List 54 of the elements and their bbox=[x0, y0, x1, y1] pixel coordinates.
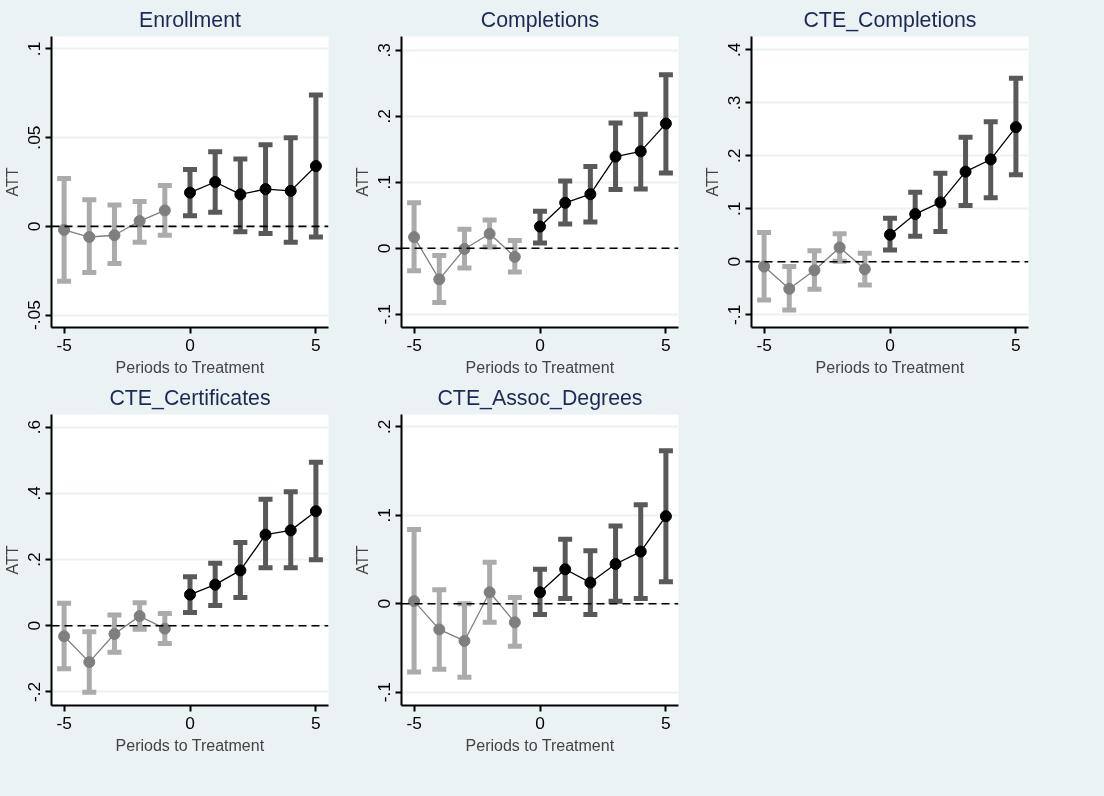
x-tick-label: -5 bbox=[756, 334, 772, 355]
y-tick-label: .2 bbox=[374, 109, 395, 124]
x-tick-label: -5 bbox=[56, 712, 72, 733]
y-axis-title: ATT bbox=[3, 545, 21, 575]
x-tick-label: 5 bbox=[661, 712, 671, 733]
y-tick-label: .1 bbox=[24, 41, 45, 57]
y-tick-label: .2 bbox=[24, 552, 45, 567]
y-tick-label: -.05 bbox=[24, 300, 45, 331]
x-tick-label: -5 bbox=[406, 334, 422, 355]
x-axis-title: Periods to Treatment bbox=[815, 358, 965, 376]
y-tick-label: -.1 bbox=[374, 304, 395, 325]
y-tick-label: .2 bbox=[724, 148, 745, 163]
x-tick-label: 0 bbox=[535, 334, 545, 355]
x-tick-label: -5 bbox=[56, 334, 72, 355]
chart-title: CTE_Assoc_Degrees bbox=[437, 385, 643, 410]
x-tick-label: 0 bbox=[185, 334, 195, 355]
y-tick-label: .3 bbox=[724, 95, 745, 110]
x-tick-label: 5 bbox=[311, 334, 321, 355]
x-tick-label: 5 bbox=[311, 712, 321, 733]
y-axis-title: ATT bbox=[703, 167, 721, 197]
y-tick-label: 0 bbox=[374, 598, 395, 609]
y-tick-label: .05 bbox=[24, 125, 45, 150]
y-axis-title: ATT bbox=[3, 167, 21, 197]
x-tick-label: 0 bbox=[535, 712, 545, 733]
y-tick-label: -.1 bbox=[374, 682, 395, 703]
chart-title: Completions bbox=[480, 7, 600, 32]
y-tick-label: 0 bbox=[24, 620, 45, 631]
x-tick-label: -5 bbox=[406, 712, 422, 733]
chart-title: Enrollment bbox=[139, 7, 242, 32]
x-axis-title: Periods to Treatment bbox=[115, 736, 265, 754]
y-tick-label: .6 bbox=[24, 419, 45, 435]
x-tick-label: 5 bbox=[1011, 334, 1021, 355]
y-tick-label: .1 bbox=[374, 508, 395, 523]
y-tick-label: .4 bbox=[24, 485, 45, 501]
y-tick-label: -.1 bbox=[724, 304, 745, 325]
x-tick-label: 0 bbox=[885, 334, 895, 355]
y-tick-label: -.2 bbox=[24, 681, 45, 703]
y-tick-label: 0 bbox=[724, 256, 745, 267]
x-axis-title: Periods to Treatment bbox=[115, 358, 265, 376]
x-tick-label: 0 bbox=[185, 712, 195, 733]
x-axis-title: Periods to Treatment bbox=[465, 358, 615, 376]
y-tick-label: .3 bbox=[374, 43, 395, 58]
y-axis-title: ATT bbox=[353, 545, 371, 575]
y-tick-label: 0 bbox=[24, 221, 45, 232]
y-tick-label: .1 bbox=[374, 175, 395, 190]
chart-title: CTE_Completions bbox=[803, 7, 977, 32]
x-tick-label: 5 bbox=[661, 334, 671, 355]
y-tick-label: .1 bbox=[724, 201, 745, 216]
y-tick-label: .2 bbox=[374, 419, 395, 435]
y-tick-label: 0 bbox=[374, 243, 395, 254]
y-tick-label: .4 bbox=[724, 42, 745, 57]
x-axis-title: Periods to Treatment bbox=[465, 736, 615, 754]
y-axis-title: ATT bbox=[353, 167, 371, 197]
chart-title: CTE_Certificates bbox=[109, 385, 271, 410]
